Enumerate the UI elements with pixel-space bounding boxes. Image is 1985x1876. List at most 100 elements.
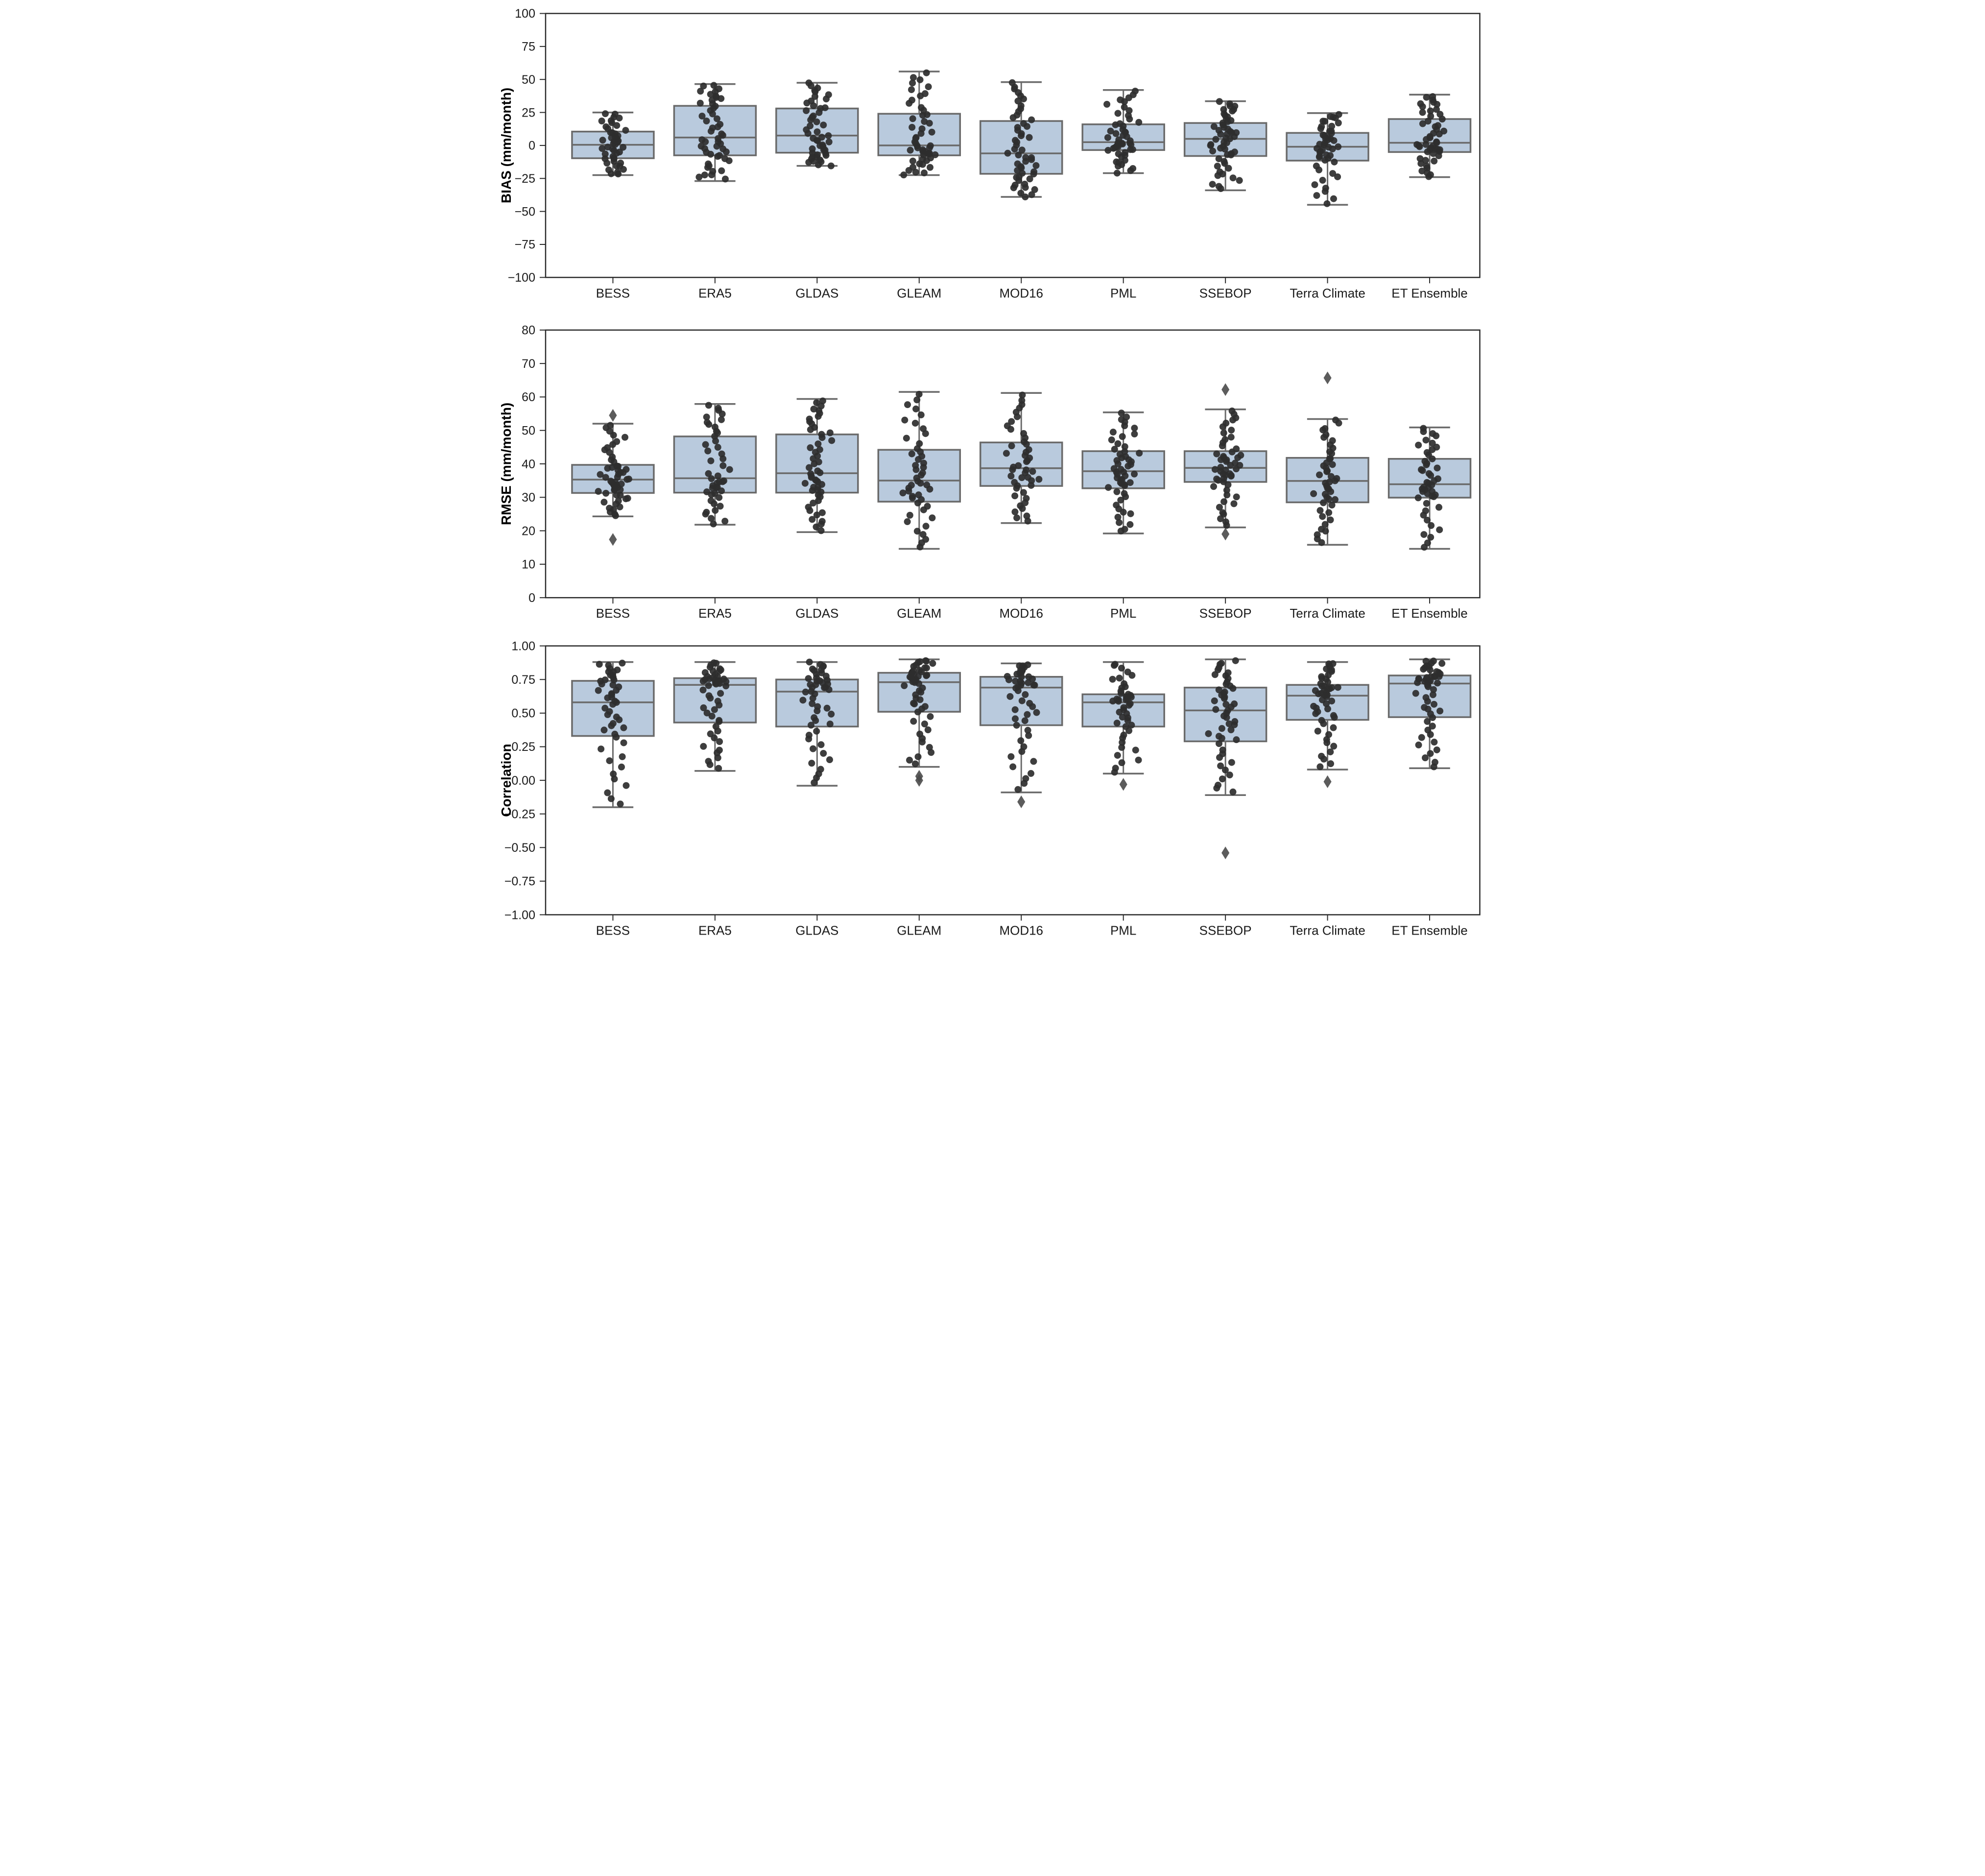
data-point (699, 82, 707, 90)
panel-correlation: 1.00 0.75 0.50 0.25 0.00 −0.25 −0.50 −0.75 −1.00… (498, 639, 1481, 938)
data-point (808, 516, 815, 523)
data-point (1322, 185, 1329, 192)
data-point (1436, 111, 1443, 118)
data-point (717, 167, 725, 174)
data-point (601, 150, 609, 158)
data-point (807, 722, 814, 729)
data-point (1423, 449, 1431, 456)
data-point (816, 661, 824, 668)
data-point (927, 713, 934, 720)
data-point (813, 399, 820, 407)
box-group-et-ensemble (1387, 93, 1471, 180)
data-point (1023, 512, 1030, 520)
data-point (1014, 124, 1021, 131)
data-point (909, 493, 916, 500)
box-group-gleam (877, 69, 961, 179)
data-point (699, 686, 707, 694)
data-point (1331, 496, 1339, 503)
data-point (1112, 130, 1120, 137)
data-point (908, 481, 915, 489)
data-point (716, 738, 723, 746)
data-point (809, 145, 816, 152)
y-tick-label: −0.25 (504, 807, 535, 821)
data-point (1412, 690, 1419, 697)
data-point (703, 117, 710, 124)
data-point (704, 470, 712, 477)
data-point (1121, 448, 1128, 455)
box-group-ssebop (1183, 383, 1267, 541)
data-point (813, 118, 820, 125)
data-point (620, 724, 627, 731)
data-point (1117, 496, 1124, 504)
data-point (1433, 746, 1440, 753)
data-point (914, 753, 922, 760)
data-point (1222, 518, 1229, 526)
data-point (714, 444, 721, 451)
data-point (1422, 436, 1429, 444)
y-tick-label: 0.75 (511, 673, 535, 687)
data-point (806, 681, 813, 688)
data-point (1319, 177, 1326, 184)
data-point (1329, 724, 1337, 731)
data-point (1118, 416, 1125, 423)
data-point (601, 676, 609, 683)
data-point (1310, 490, 1317, 497)
data-point (1420, 704, 1428, 711)
data-point (708, 713, 716, 720)
data-point (698, 136, 705, 144)
y-tick-label: 30 (522, 491, 535, 505)
data-point (1430, 657, 1437, 665)
data-point (1326, 478, 1333, 485)
data-point (1319, 118, 1326, 125)
outlier-diamond (915, 774, 923, 787)
data-point (1103, 100, 1110, 108)
data-point (1123, 413, 1130, 421)
data-point (1424, 539, 1431, 547)
data-point (821, 104, 829, 111)
x-tick-label: ERA5 (698, 606, 731, 621)
data-point (1004, 673, 1011, 680)
data-point (1006, 693, 1013, 700)
data-point (715, 85, 722, 93)
data-point (1429, 722, 1436, 730)
data-point (1017, 737, 1024, 745)
data-point (705, 758, 712, 765)
data-point (698, 112, 706, 120)
data-point (1026, 175, 1033, 183)
data-point (913, 396, 920, 404)
data-point (916, 730, 923, 738)
data-point (1236, 177, 1243, 184)
data-point (1014, 160, 1021, 168)
data-point (1414, 441, 1422, 449)
data-point (924, 726, 932, 734)
x-tick-label: GLDAS (795, 286, 838, 300)
data-point (911, 760, 919, 768)
data-point (704, 447, 711, 455)
data-point (1130, 470, 1138, 478)
data-point (602, 123, 609, 130)
data-point (1011, 715, 1019, 722)
data-point (715, 405, 722, 412)
data-point (1211, 466, 1219, 473)
data-point (1325, 509, 1332, 516)
data-point (606, 422, 614, 429)
data-point (1112, 502, 1120, 509)
data-point (621, 433, 628, 441)
data-point (1215, 733, 1222, 740)
data-point (1121, 526, 1128, 533)
data-point (1317, 673, 1325, 680)
data-point (1216, 98, 1223, 105)
data-point (908, 450, 915, 457)
data-point (1028, 468, 1036, 475)
data-point (1319, 131, 1327, 139)
data-point (1111, 661, 1119, 668)
data-point (904, 401, 911, 409)
data-point (717, 416, 725, 423)
data-point (923, 672, 930, 679)
data-point (1335, 120, 1342, 127)
data-point (1014, 462, 1022, 469)
data-point (703, 419, 711, 426)
box-group-gleam (877, 390, 961, 551)
data-point (1228, 408, 1236, 415)
data-point (915, 390, 923, 398)
